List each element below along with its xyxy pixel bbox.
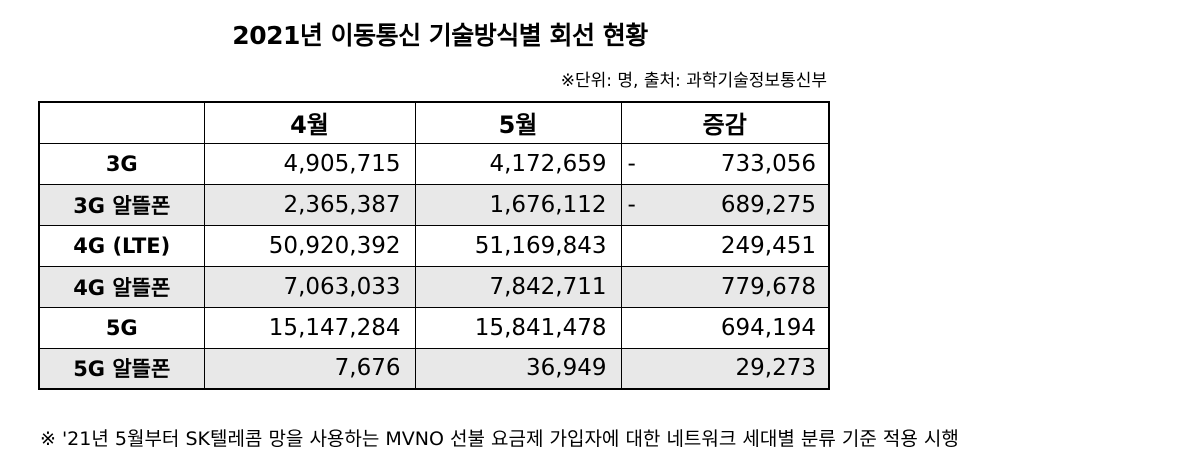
- change-cell: 249,451: [620, 224, 830, 267]
- april-value: 50,920,392: [203, 224, 416, 267]
- row-label: 3G: [38, 142, 205, 185]
- change-value: 29,273: [735, 355, 816, 382]
- row-label: 4G (LTE): [38, 224, 205, 267]
- april-value: 7,676: [203, 347, 416, 390]
- change-cell: 29,273: [620, 347, 830, 390]
- change-value: 779,678: [720, 273, 816, 300]
- may-value: 51,169,843: [414, 224, 622, 267]
- footnote: ※ '21년 5월부터 SK텔레콤 망을 사용하는 MVNO 선불 요금제 가입…: [40, 428, 959, 450]
- row-label: 4G 알뜰폰: [38, 265, 205, 308]
- change-value: 694,194: [720, 314, 816, 341]
- may-value: 4,172,659: [414, 142, 622, 185]
- row-label: 3G 알뜰폰: [38, 183, 205, 226]
- table-row: 5G 알뜰폰 7,676 36,949 29,273: [38, 347, 830, 390]
- may-value: 36,949: [414, 347, 622, 390]
- table-row: 3G 알뜰폰 2,365,387 1,676,112- 689,275: [38, 183, 830, 226]
- may-value: 7,842,711: [414, 265, 622, 308]
- april-value: 15,147,284: [203, 306, 416, 349]
- header-april: 4월: [203, 101, 416, 144]
- page-title: 2021년 이동통신 기술방식별 회선 현황: [232, 21, 648, 50]
- change-cell: 694,194: [620, 306, 830, 349]
- change-cell: - 689,275: [620, 183, 830, 226]
- change-value: 733,056: [720, 150, 816, 177]
- change-cell: - 733,056: [620, 142, 830, 185]
- table-body: 3G 4,905,715 4,172,659- 733,056 3G 알뜰폰 2,365,…: [38, 142, 830, 390]
- change-value: 249,451: [720, 232, 816, 259]
- change-sign: -: [627, 150, 636, 177]
- may-value: 1,676,112: [414, 183, 622, 226]
- table-row: 5G 15,147,284 15,841,478 694,194: [38, 306, 830, 349]
- table-row: 4G (LTE) 50,920,392 51,169,843 249,451: [38, 224, 830, 267]
- unit-source-note: ※단위: 명, 출처: 과학기술정보통신부: [560, 71, 827, 91]
- table-row: 3G 4,905,715 4,172,659- 733,056: [38, 142, 830, 185]
- april-value: 2,365,387: [203, 183, 416, 226]
- may-value: 15,841,478: [414, 306, 622, 349]
- table-header-row: 4월 5월 증감: [38, 101, 830, 144]
- table-row: 4G 알뜰폰 7,063,033 7,842,711 779,678: [38, 265, 830, 308]
- change-sign: -: [627, 191, 636, 218]
- change-value: 689,275: [720, 191, 816, 218]
- row-label: 5G 알뜰폰: [38, 347, 205, 390]
- row-label: 5G: [38, 306, 205, 349]
- april-value: 4,905,715: [203, 142, 416, 185]
- april-value: 7,063,033: [203, 265, 416, 308]
- header-may: 5월: [414, 101, 622, 144]
- subscriber-table: 4월 5월 증감 3G 4,905,715 4,172,659- 733,056 3G …: [38, 101, 830, 390]
- change-cell: 779,678: [620, 265, 830, 308]
- header-change: 증감: [620, 101, 830, 144]
- header-corner-cell: [38, 101, 205, 144]
